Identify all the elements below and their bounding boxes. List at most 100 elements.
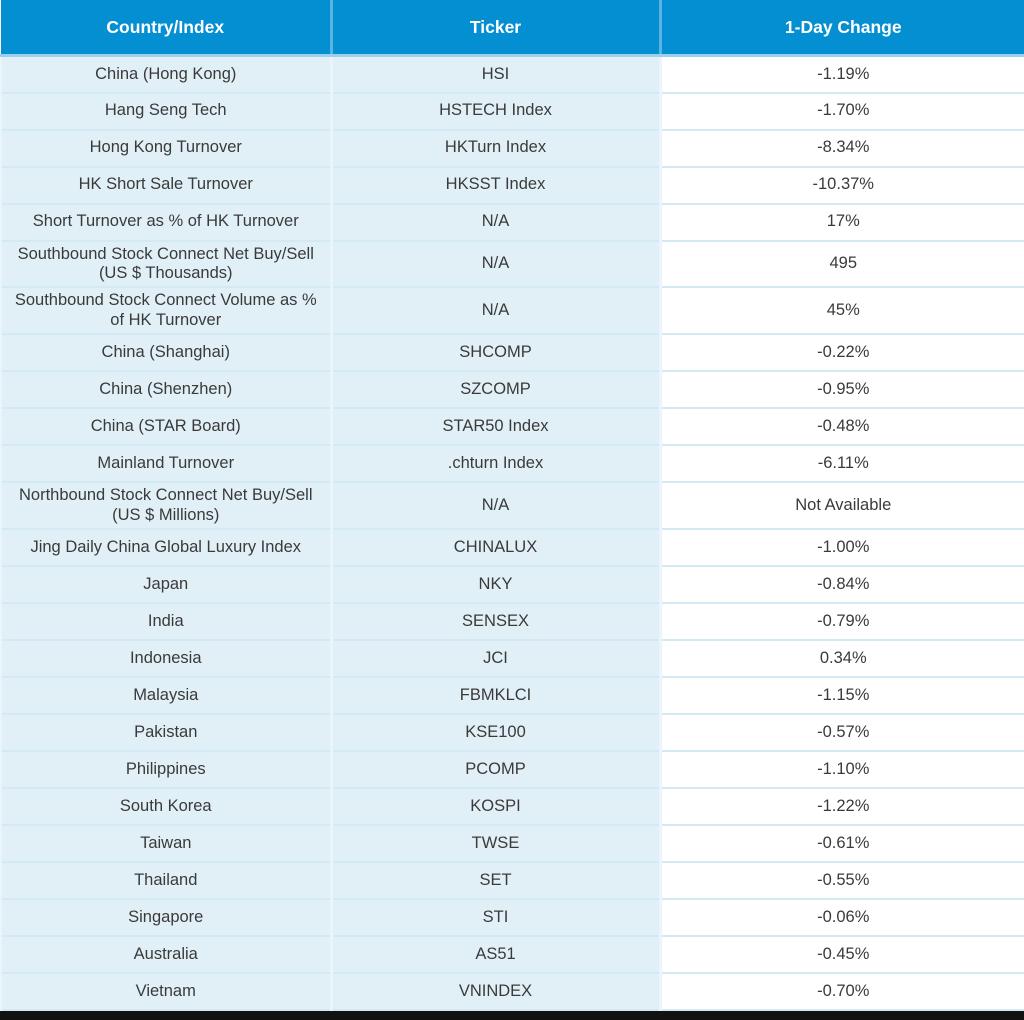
change-cell: -0.57%	[658, 713, 1024, 752]
ticker-cell: NKY	[329, 565, 660, 604]
change-cell: 45%	[658, 286, 1024, 335]
column-header-country-index: Country/Index	[1, 0, 331, 57]
change-cell: -0.06%	[658, 898, 1024, 937]
change-cell: 0.34%	[658, 639, 1024, 678]
ticker-cell: HKTurn Index	[329, 128, 660, 167]
table-row: Jing Daily China Global Luxury Index CHI…	[0, 528, 1024, 567]
table-row: HK Short Sale Turnover HKSST Index -10.3…	[0, 165, 1024, 204]
country-cell: HK Short Sale Turnover	[0, 165, 331, 204]
country-cell: South Korea	[0, 787, 331, 826]
country-cell: Singapore	[0, 898, 331, 937]
change-cell: 495	[658, 239, 1024, 288]
table-row: Hong Kong Turnover HKTurn Index -8.34%	[0, 128, 1024, 167]
country-cell: Australia	[0, 935, 331, 974]
header-row: Country/Index Ticker 1-Day Change	[1, 0, 1024, 57]
table-row: Japan NKY -0.84%	[0, 565, 1024, 604]
table-row: Southbound Stock Connect Volume as % of …	[0, 286, 1024, 335]
ticker-cell: HKSST Index	[329, 165, 660, 204]
change-cell: -0.79%	[658, 602, 1024, 641]
country-cell: Indonesia	[0, 639, 331, 678]
ticker-cell: N/A	[329, 202, 660, 241]
change-cell: -6.11%	[658, 444, 1024, 483]
table-row: Short Turnover as % of HK Turnover N/A 1…	[0, 202, 1024, 241]
table-row: Southbound Stock Connect Net Buy/Sell (U…	[0, 239, 1024, 288]
table-row: Malaysia FBMKLCI -1.15%	[0, 676, 1024, 715]
column-header-ticker: Ticker	[329, 0, 660, 57]
ticker-cell: STI	[329, 898, 660, 937]
ticker-cell: AS51	[329, 935, 660, 974]
country-cell: China (Shanghai)	[0, 333, 331, 372]
country-cell: Jing Daily China Global Luxury Index	[0, 528, 331, 567]
country-cell: Southbound Stock Connect Volume as % of …	[0, 286, 331, 335]
change-cell: -0.55%	[658, 861, 1024, 900]
table-body: China (Hong Kong) HSI -1.19% Hang Seng T…	[0, 55, 1024, 1011]
country-cell: Hong Kong Turnover	[0, 128, 331, 167]
ticker-cell: SET	[329, 861, 660, 900]
change-cell: -1.00%	[658, 528, 1024, 567]
country-cell: Northbound Stock Connect Net Buy/Sell (U…	[0, 481, 331, 530]
ticker-cell: PCOMP	[329, 750, 660, 789]
country-cell: Short Turnover as % of HK Turnover	[0, 202, 331, 241]
column-header-1-day-change: 1-Day Change	[658, 0, 1024, 57]
table-row: Northbound Stock Connect Net Buy/Sell (U…	[0, 481, 1024, 530]
table-row: Pakistan KSE100 -0.57%	[0, 713, 1024, 752]
table-row: China (STAR Board) STAR50 Index -0.48%	[0, 407, 1024, 446]
ticker-cell: SHCOMP	[329, 333, 660, 372]
country-cell: Vietnam	[0, 972, 331, 1011]
country-cell: Thailand	[0, 861, 331, 900]
change-cell: -1.70%	[658, 91, 1024, 130]
table-row: Australia AS51 -0.45%	[0, 935, 1024, 974]
country-cell: Japan	[0, 565, 331, 604]
country-cell: Southbound Stock Connect Net Buy/Sell (U…	[0, 239, 331, 288]
ticker-cell: CHINALUX	[329, 528, 660, 567]
table-row: Indonesia JCI 0.34%	[0, 639, 1024, 678]
ticker-cell: HSI	[329, 55, 660, 93]
table-row: China (Shanghai) SHCOMP -0.22%	[0, 333, 1024, 372]
table-row: Hang Seng Tech HSTECH Index -1.70%	[0, 91, 1024, 130]
change-cell: -0.84%	[658, 565, 1024, 604]
country-cell: Mainland Turnover	[0, 444, 331, 483]
ticker-cell: STAR50 Index	[329, 407, 660, 446]
table-row: China (Shenzhen) SZCOMP -0.95%	[0, 370, 1024, 409]
ticker-cell: SENSEX	[329, 602, 660, 641]
change-cell: -8.34%	[658, 128, 1024, 167]
ticker-cell: TWSE	[329, 824, 660, 863]
ticker-cell: KOSPI	[329, 787, 660, 826]
country-cell: Malaysia	[0, 676, 331, 715]
table-row: Mainland Turnover .chturn Index -6.11%	[0, 444, 1024, 483]
table-row: Thailand SET -0.55%	[0, 861, 1024, 900]
ticker-cell: N/A	[329, 239, 660, 288]
ticker-cell: SZCOMP	[329, 370, 660, 409]
change-cell: -1.19%	[658, 55, 1024, 93]
change-cell: 17%	[658, 202, 1024, 241]
change-cell: -10.37%	[658, 165, 1024, 204]
ticker-cell: FBMKLCI	[329, 676, 660, 715]
table-row: China (Hong Kong) HSI -1.19%	[0, 55, 1024, 93]
change-cell: -0.95%	[658, 370, 1024, 409]
country-cell: Taiwan	[0, 824, 331, 863]
table-row: South Korea KOSPI -1.22%	[0, 787, 1024, 826]
country-cell: China (Shenzhen)	[0, 370, 331, 409]
change-cell: -0.48%	[658, 407, 1024, 446]
change-cell: Not Available	[658, 481, 1024, 530]
country-cell: Philippines	[0, 750, 331, 789]
ticker-cell: .chturn Index	[329, 444, 660, 483]
change-cell: -0.45%	[658, 935, 1024, 974]
ticker-cell: HSTECH Index	[329, 91, 660, 130]
change-cell: -1.10%	[658, 750, 1024, 789]
change-cell: -0.22%	[658, 333, 1024, 372]
change-cell: -1.22%	[658, 787, 1024, 826]
ticker-cell: KSE100	[329, 713, 660, 752]
country-cell: China (STAR Board)	[0, 407, 331, 446]
table-row: Singapore STI -0.06%	[0, 898, 1024, 937]
country-cell: Hang Seng Tech	[0, 91, 331, 130]
ticker-cell: VNINDEX	[329, 972, 660, 1011]
change-cell: -1.15%	[658, 676, 1024, 715]
ticker-cell: N/A	[329, 286, 660, 335]
ticker-cell: JCI	[329, 639, 660, 678]
table-row: Taiwan TWSE -0.61%	[0, 824, 1024, 863]
change-cell: -0.70%	[658, 972, 1024, 1011]
